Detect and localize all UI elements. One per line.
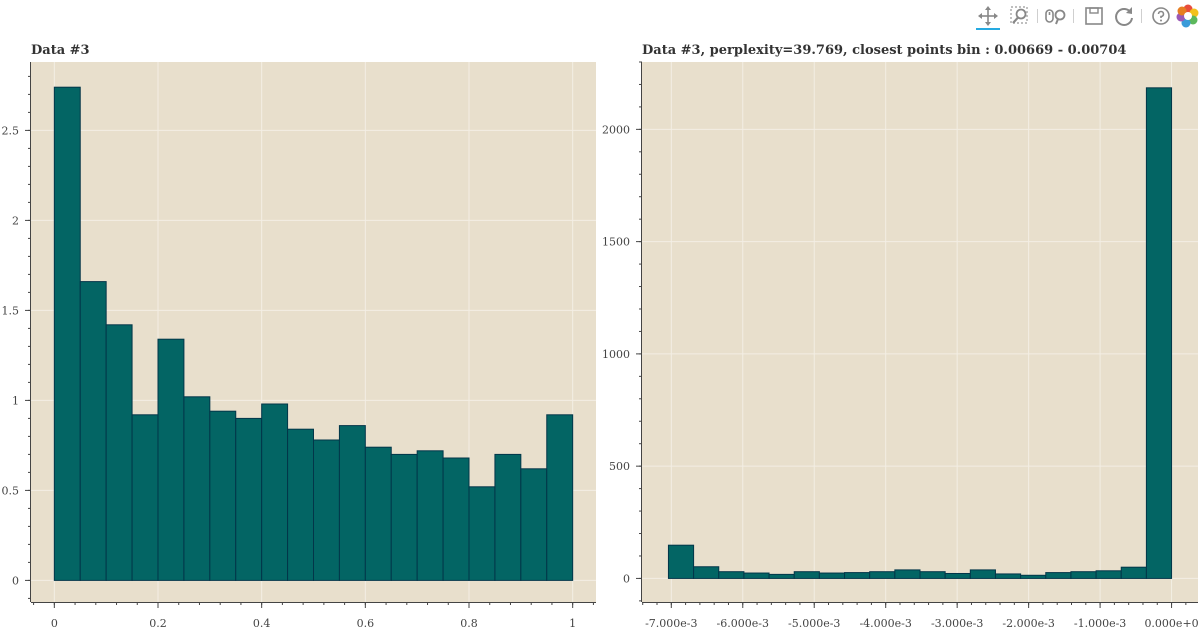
- bokeh-logo[interactable]: [1176, 4, 1200, 28]
- toolbar: [970, 0, 1200, 32]
- histogram-bar: [919, 571, 946, 579]
- histogram-bar: [667, 544, 695, 579]
- x-tick-label: -4.000e-3: [859, 617, 911, 630]
- y-tick-label: 0.5: [2, 484, 20, 497]
- histogram-bar: [338, 425, 366, 581]
- histogram-bar: [364, 446, 392, 581]
- histogram-bar: [768, 573, 795, 579]
- histogram-bar: [869, 571, 896, 579]
- save-icon: [1085, 7, 1103, 25]
- histogram-bar: [793, 571, 820, 579]
- histogram-bar: [844, 572, 871, 579]
- y-tick-label: 2: [12, 214, 19, 227]
- histogram-bar: [693, 566, 720, 579]
- histogram-bar: [1070, 571, 1097, 579]
- x-tick-label: 0.2: [149, 617, 167, 630]
- x-tick-label: -7.000e-3: [645, 617, 697, 630]
- x-tick-label: 0.4: [253, 617, 271, 630]
- bokeh-logo-icon: [1176, 4, 1199, 28]
- y-tick-label: 0: [12, 574, 19, 587]
- pan-icon: [978, 6, 998, 26]
- histogram-left[interactable]: Data #3 0 0.2 0.4 0.6 0.8 1 0 0.5 1 1.5 2 2.5: [2, 43, 597, 630]
- reset-tool[interactable]: [1112, 4, 1136, 28]
- toolbar-separator: [1141, 9, 1142, 23]
- histogram-bar: [235, 417, 263, 581]
- histogram-bar: [390, 453, 418, 581]
- histogram-bar: [894, 569, 921, 579]
- histogram-bar: [494, 453, 522, 581]
- histogram-bar: [969, 569, 996, 579]
- histogram-bar: [718, 571, 745, 579]
- histogram-bar: [546, 414, 574, 581]
- x-tick-label: 0.000e+0: [1144, 617, 1198, 630]
- reset-icon: [1115, 7, 1133, 26]
- histogram-bar: [157, 338, 185, 581]
- pan-tool[interactable]: [976, 4, 1000, 30]
- histogram-bar: [183, 396, 211, 581]
- toolbar-separator: [1037, 9, 1038, 23]
- wheel-zoom-icon: [1045, 9, 1066, 25]
- histogram-bar: [818, 572, 846, 579]
- histogram-bar: [287, 428, 315, 581]
- y-tick-label: 0: [623, 572, 630, 585]
- histogram-bar: [131, 414, 159, 581]
- histogram-bar: [1095, 570, 1122, 579]
- x-tick-label: -6.000e-3: [717, 617, 769, 630]
- x-tick-label: 0: [51, 617, 58, 630]
- plot-title: Data #3, perplexity=39.769, closest poin…: [642, 43, 1126, 58]
- x-tick-label: -2.000e-3: [1002, 617, 1054, 630]
- histogram-bar: [468, 486, 496, 581]
- x-tick-label: 0.8: [460, 617, 478, 630]
- wheel-zoom-tool[interactable]: [1044, 4, 1068, 28]
- histogram-bar: [209, 410, 237, 581]
- y-tick-label: 2000: [602, 123, 630, 136]
- y-tick-label: 1: [12, 394, 19, 407]
- help-tool[interactable]: [1149, 4, 1173, 28]
- save-tool[interactable]: [1082, 4, 1106, 28]
- plot-area: [642, 62, 1198, 602]
- histogram-bar: [743, 572, 770, 579]
- histogram-bar: [53, 86, 81, 581]
- histogram-bar: [1045, 572, 1072, 579]
- y-tick-label: 1000: [602, 348, 630, 361]
- histogram-bar: [416, 450, 444, 581]
- x-tick-label: -1.000e-3: [1074, 617, 1126, 630]
- histogram-bar: [79, 281, 107, 581]
- help-icon: [1152, 7, 1170, 25]
- histogram-bar: [442, 457, 470, 581]
- histogram-bar: [313, 439, 340, 581]
- box-zoom-icon: [1010, 6, 1028, 24]
- x-tick-label: 0.6: [357, 617, 375, 630]
- histogram-bar: [1120, 566, 1147, 579]
- y-tick-label: 1500: [602, 236, 630, 249]
- plot-title: Data #3: [31, 43, 90, 58]
- box-zoom-tool[interactable]: [1008, 4, 1032, 28]
- histogram-bar: [944, 572, 971, 579]
- toolbar-separator: [1073, 9, 1074, 23]
- x-tick-label: -5.000e-3: [788, 617, 840, 630]
- histogram-bar: [1020, 574, 1047, 579]
- y-tick-label: 1.5: [2, 304, 20, 317]
- histogram-bar: [105, 324, 133, 581]
- y-tick-label: 500: [609, 460, 630, 473]
- x-tick-label: 1: [569, 617, 576, 630]
- y-tick-label: 2.5: [2, 124, 20, 137]
- x-tick-label: -3.000e-3: [931, 617, 983, 630]
- histogram-bar: [994, 573, 1022, 579]
- histogram-right[interactable]: Data #3, perplexity=39.769, closest poin…: [602, 43, 1199, 630]
- histogram-bar: [520, 468, 548, 581]
- histogram-bar: [261, 403, 289, 581]
- histogram-bar: [1145, 87, 1173, 579]
